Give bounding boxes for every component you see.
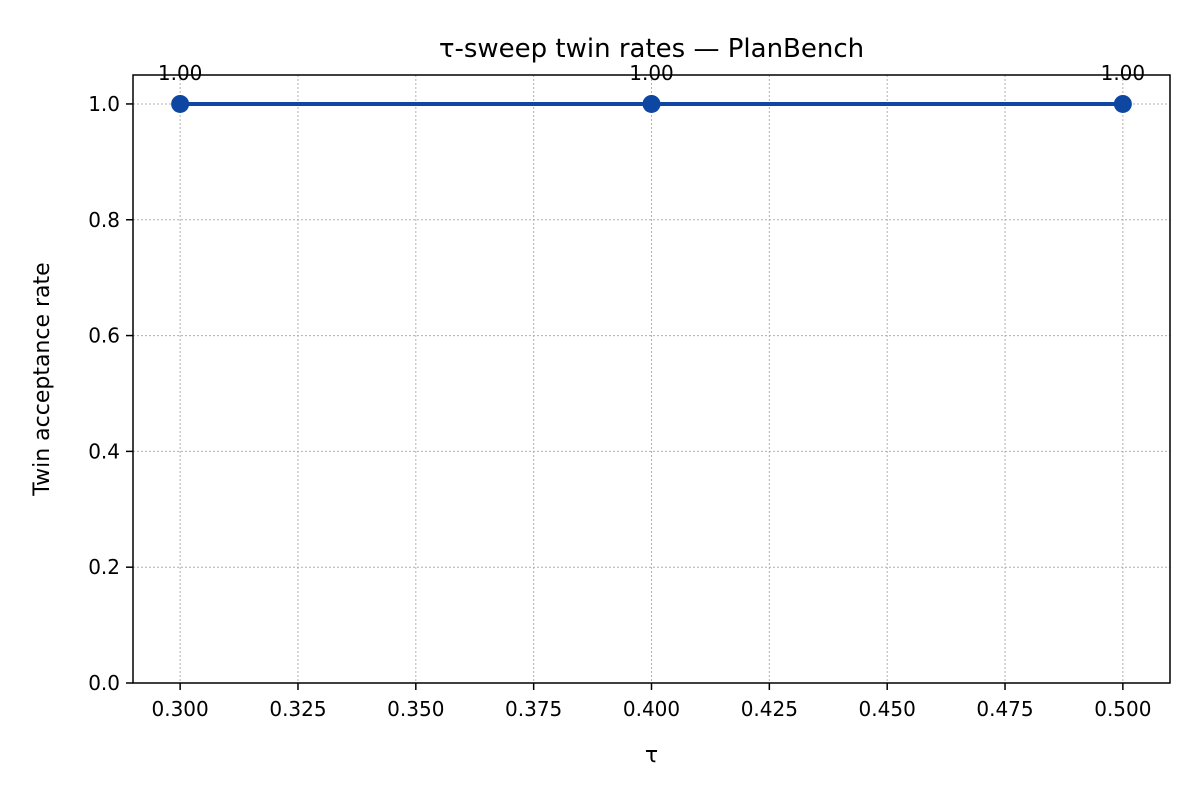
grid [133, 75, 1170, 684]
data-label: 1.00 [1101, 61, 1146, 85]
y-tick-label: 0.4 [88, 439, 120, 463]
y-axis-label: Twin acceptance rate [30, 262, 55, 496]
data-point [171, 94, 190, 113]
y-tick-label: 0.2 [88, 555, 120, 579]
x-tick-label: 0.300 [152, 697, 209, 721]
data-label: 1.00 [629, 61, 674, 85]
data-label: 1.00 [158, 61, 203, 85]
y-tick-label: 0.6 [88, 324, 120, 348]
axis-ticks: 0.300 0.325 0.350 0.375 0.400 0.425 0.450 0.475… [88, 92, 1151, 721]
x-tick-label: 0.500 [1094, 697, 1151, 721]
x-tick-label: 0.375 [505, 697, 562, 721]
chart-title: τ-sweep twin rates — PlanBench [439, 34, 864, 64]
series-layer [171, 94, 1132, 113]
y-tick-label: 0.8 [88, 208, 120, 232]
x-tick-label: 0.325 [269, 697, 326, 721]
x-tick-label: 0.425 [741, 697, 798, 721]
y-tick-label: 0.0 [88, 671, 120, 695]
x-tick-label: 0.350 [387, 697, 444, 721]
data-point [1113, 94, 1132, 113]
x-axis-label: τ [645, 743, 658, 768]
x-tick-label: 0.450 [859, 697, 916, 721]
data-labels: 1.00 1.00 1.00 [158, 61, 1145, 85]
x-tick-label: 0.475 [976, 697, 1033, 721]
y-tick-label: 1.0 [88, 92, 120, 116]
x-tick-label: 0.400 [623, 697, 680, 721]
data-point [642, 94, 661, 113]
